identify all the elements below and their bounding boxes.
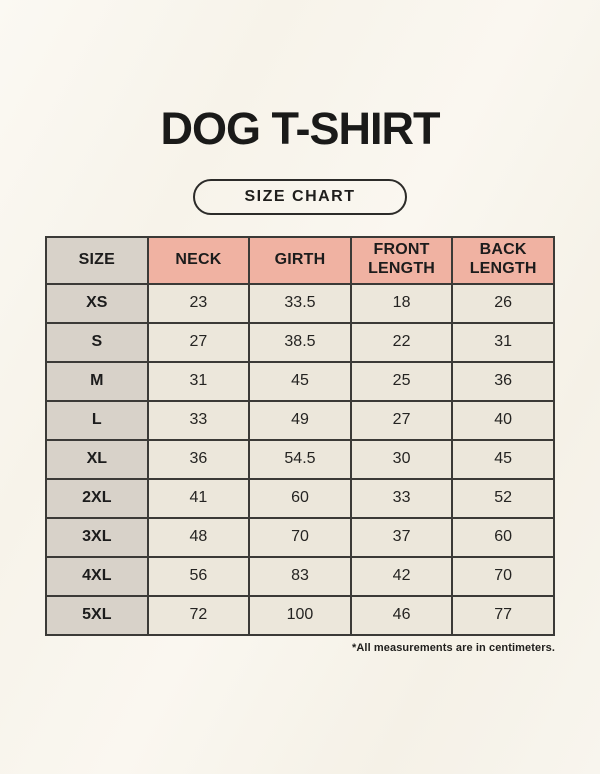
- measurement-cell: 52: [451, 477, 555, 519]
- size-label-cell: M: [45, 360, 149, 402]
- column-header-girth: GIRTH: [248, 235, 352, 285]
- table-row: 5XL 72 100 46 77: [45, 594, 555, 636]
- measurement-cell: 33.5: [248, 282, 352, 324]
- measurement-cell: 54.5: [248, 438, 352, 480]
- table-row: XS 23 33.5 18 26: [45, 282, 555, 324]
- table-row: 3XL 48 70 37 60: [45, 516, 555, 558]
- measurement-cell: 33: [146, 399, 251, 441]
- size-label-cell: L: [45, 399, 149, 441]
- size-label-cell: 2XL: [45, 477, 149, 519]
- size-label-cell: 3XL: [45, 516, 149, 558]
- measurement-cell: 30: [349, 438, 454, 480]
- measurement-cell: 60: [451, 516, 555, 558]
- measurement-cell: 45: [248, 360, 352, 402]
- measurement-cell: 25: [349, 360, 454, 402]
- size-chart-badge-label: SIZE CHART: [244, 187, 356, 205]
- measurement-cell: 31: [451, 321, 555, 363]
- column-header-front-length: FRONT LENGTH: [349, 235, 454, 285]
- table-row: M 31 45 25 36: [45, 360, 555, 402]
- measurement-cell: 60: [248, 477, 352, 519]
- page-title: DOG T-SHIRT: [160, 103, 441, 154]
- measurement-cell: 83: [248, 555, 352, 597]
- size-table-body: XS 23 33.5 18 26 S 27 38.5 22 31 M 31 45 25 36 L 33 49 27 4…: [45, 282, 555, 636]
- measurement-cell: 70: [451, 555, 555, 597]
- measurement-cell: 23: [146, 282, 251, 324]
- measurement-cell: 42: [349, 555, 454, 597]
- size-chart-table: SIZE NECK GIRTH FRONT LENGTH BACK LENGTH XS 2…: [45, 235, 555, 636]
- size-table-header-row: SIZE NECK GIRTH FRONT LENGTH BACK LENGTH: [45, 235, 555, 285]
- measurement-cell: 31: [146, 360, 251, 402]
- measurement-cell: 41: [146, 477, 251, 519]
- measurement-cell: 70: [248, 516, 352, 558]
- measurements-footnote: *All measurements are in centimeters.: [351, 641, 555, 654]
- table-row: L 33 49 27 40: [45, 399, 555, 441]
- table-row: S 27 38.5 22 31: [45, 321, 555, 363]
- measurement-cell: 37: [349, 516, 454, 558]
- size-label-cell: 4XL: [45, 555, 149, 597]
- size-label-cell: XL: [45, 438, 149, 480]
- size-table-head: SIZE NECK GIRTH FRONT LENGTH BACK LENGTH: [45, 235, 555, 285]
- measurement-cell: 36: [146, 438, 251, 480]
- measurement-cell: 40: [451, 399, 555, 441]
- table-row: 4XL 56 83 42 70: [45, 555, 555, 597]
- size-chart-badge[interactable]: SIZE CHART: [193, 178, 407, 215]
- measurement-cell: 49: [248, 399, 352, 441]
- measurement-cell: 77: [451, 594, 555, 636]
- column-header-neck: NECK: [146, 235, 251, 285]
- measurement-cell: 100: [248, 594, 352, 636]
- column-header-size: SIZE: [45, 235, 149, 285]
- measurement-cell: 48: [146, 516, 251, 558]
- size-label-cell: S: [45, 321, 149, 363]
- measurement-cell: 26: [451, 282, 555, 324]
- column-header-back-length: BACK LENGTH: [451, 235, 555, 285]
- size-label-cell: XS: [45, 282, 149, 324]
- measurement-cell: 36: [451, 360, 555, 402]
- measurement-cell: 45: [451, 438, 555, 480]
- measurement-cell: 56: [146, 555, 251, 597]
- measurement-cell: 72: [146, 594, 251, 636]
- table-row: XL 36 54.5 30 45: [45, 438, 555, 480]
- measurement-cell: 46: [349, 594, 454, 636]
- measurement-cell: 27: [349, 399, 454, 441]
- measurement-cell: 27: [146, 321, 251, 363]
- measurement-cell: 18: [349, 282, 454, 324]
- size-label-cell: 5XL: [45, 594, 149, 636]
- measurement-cell: 22: [349, 321, 454, 363]
- table-row: 2XL 41 60 33 52: [45, 477, 555, 519]
- measurement-cell: 33: [349, 477, 454, 519]
- measurement-cell: 38.5: [248, 321, 352, 363]
